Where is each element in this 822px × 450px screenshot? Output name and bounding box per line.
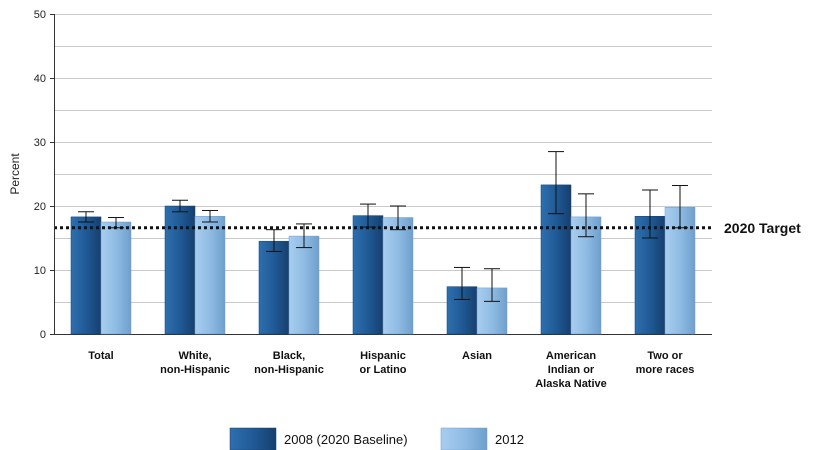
legend-label: 2008 (2020 Baseline): [284, 432, 408, 447]
category-label: non-Hispanic: [160, 364, 230, 376]
bar-2012: [194, 215, 226, 335]
grid: [54, 14, 712, 335]
bars: [54, 151, 714, 335]
category-label: Total: [88, 350, 113, 362]
bar-baseline: [258, 240, 290, 335]
bar-2012: [382, 217, 414, 335]
target-label: 2020 Target: [724, 220, 801, 236]
category-label: Alaska Native: [535, 378, 607, 390]
bar-baseline: [70, 216, 102, 335]
category-label: non-Hispanic: [254, 364, 324, 376]
category-label: American: [546, 350, 596, 362]
bar-baseline: [352, 215, 384, 335]
category-label: White,: [179, 350, 212, 362]
y-tick-label: 50: [34, 9, 46, 21]
category-label: Black,: [273, 350, 305, 362]
bar-2012: [288, 235, 320, 335]
bar-2012: [100, 221, 132, 335]
legend-label: 2012: [495, 432, 524, 447]
legend-swatch: [440, 427, 488, 450]
legend-swatch: [229, 427, 277, 450]
y-tick-label: 10: [34, 265, 46, 277]
y-tick-label: 40: [34, 73, 46, 85]
y-tick-label: 30: [34, 137, 46, 149]
category-label: Two or: [647, 350, 683, 362]
category-label: Hispanic: [360, 350, 406, 362]
y-tick-label: 0: [40, 329, 46, 341]
category-label: Asian: [462, 350, 492, 362]
axes: 0 10 20 30 40 50 Percent: [8, 9, 55, 341]
y-axis-label: Percent: [8, 153, 22, 195]
y-tick-label: 20: [34, 201, 46, 213]
bar-baseline: [164, 205, 196, 335]
category-label: or Latino: [359, 364, 406, 376]
category-label: Indian or: [548, 364, 595, 376]
category-label: more races: [636, 364, 695, 376]
legend: 2008 (2020 Baseline) 2012: [229, 427, 524, 450]
labels: Total White, non-Hispanic Black, non-Hispani…: [88, 220, 801, 390]
